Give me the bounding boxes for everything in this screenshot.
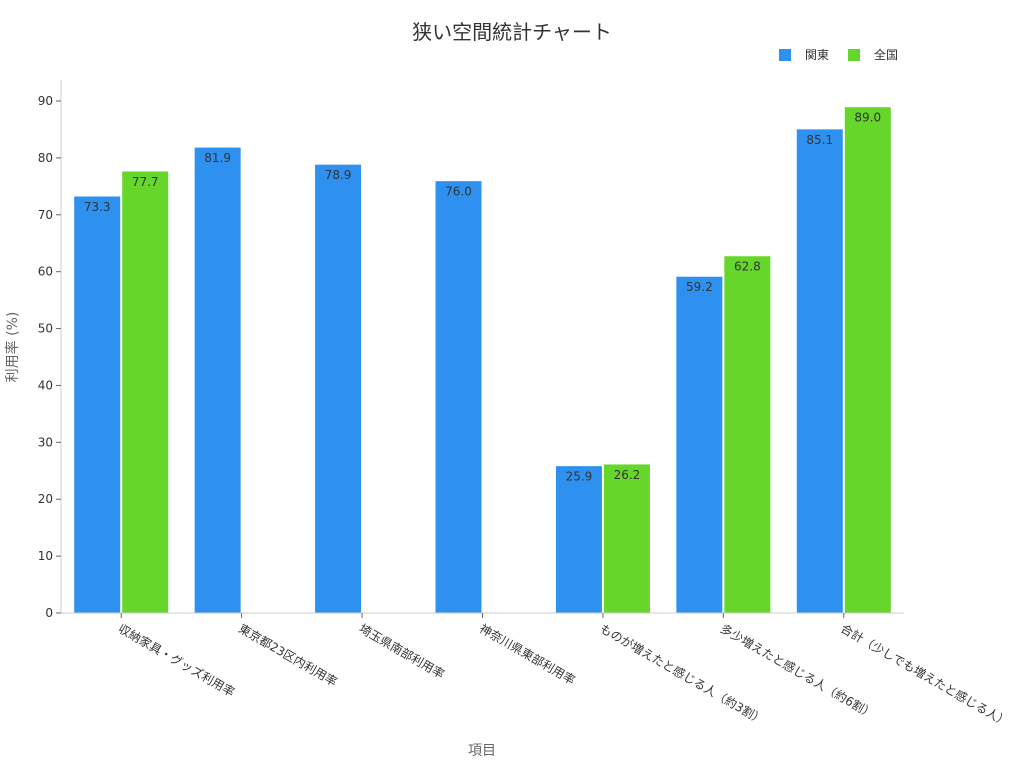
x-axis: 収納家具・グッズ利用率 東京都23区内利用率 埼玉県南部利用率 神奈川県東部利用率 もの… bbox=[61, 612, 1012, 729]
y-tick-label: 80 bbox=[38, 151, 53, 165]
x-tick-label: 収納家具・グッズ利用率 bbox=[116, 621, 238, 700]
bar-zenkoku bbox=[723, 255, 772, 614]
bar-kanto bbox=[554, 465, 603, 614]
bar-zenkoku bbox=[843, 106, 892, 614]
x-axis-label: 項目 bbox=[468, 743, 496, 759]
y-tick-label: 40 bbox=[38, 378, 53, 392]
y-axis: 0 10 20 30 40 50 60 70 80 90 bbox=[38, 80, 62, 620]
bar-kanto bbox=[795, 128, 844, 614]
legend-label: 全国 bbox=[874, 47, 898, 62]
data-label: 59.2 bbox=[686, 280, 713, 294]
y-tick-label: 10 bbox=[38, 549, 53, 563]
data-label: 89.0 bbox=[854, 111, 881, 125]
x-tick-label: 埼玉県南部利用率 bbox=[357, 621, 448, 682]
data-label: 76.0 bbox=[445, 185, 472, 199]
bars-group: 73.3 77.7 81.9 78.9 76.0 25.9 26.2 59.2 62.8 85.1… bbox=[73, 106, 892, 614]
bar-kanto bbox=[675, 275, 724, 614]
legend-swatch bbox=[848, 49, 860, 61]
x-tick-label: 神奈川県東部利用率 bbox=[477, 621, 578, 688]
bar-zenkoku bbox=[121, 170, 170, 614]
bar-zenkoku bbox=[602, 463, 651, 614]
legend-label: 関東 bbox=[805, 48, 829, 62]
chart-title: 狭い空間統計チャート bbox=[412, 20, 612, 44]
y-tick-label: 20 bbox=[38, 492, 53, 506]
data-label: 78.9 bbox=[325, 168, 352, 182]
data-label: 77.7 bbox=[132, 175, 159, 189]
data-label: 81.9 bbox=[204, 151, 231, 165]
data-label: 62.8 bbox=[734, 260, 761, 274]
legend: 関東 全国 bbox=[779, 47, 898, 62]
y-tick-label: 30 bbox=[38, 435, 53, 449]
bar-kanto bbox=[434, 180, 483, 614]
data-label: 73.3 bbox=[84, 200, 111, 214]
bar-kanto bbox=[314, 163, 363, 614]
y-tick-label: 50 bbox=[38, 322, 53, 336]
x-tick-label: 東京都23区内利用率 bbox=[236, 621, 340, 690]
bar-kanto bbox=[193, 146, 242, 614]
y-axis-label: 利用率 (%) bbox=[4, 312, 21, 383]
y-tick-label: 60 bbox=[38, 265, 53, 279]
y-tick-label: 90 bbox=[38, 94, 53, 108]
data-label: 26.2 bbox=[614, 468, 641, 482]
legend-swatch bbox=[779, 49, 791, 61]
data-label: 25.9 bbox=[566, 470, 593, 484]
data-label: 85.1 bbox=[806, 133, 833, 147]
y-tick-label: 0 bbox=[45, 606, 53, 620]
bar-kanto bbox=[73, 195, 122, 614]
y-tick-label: 70 bbox=[38, 208, 53, 222]
